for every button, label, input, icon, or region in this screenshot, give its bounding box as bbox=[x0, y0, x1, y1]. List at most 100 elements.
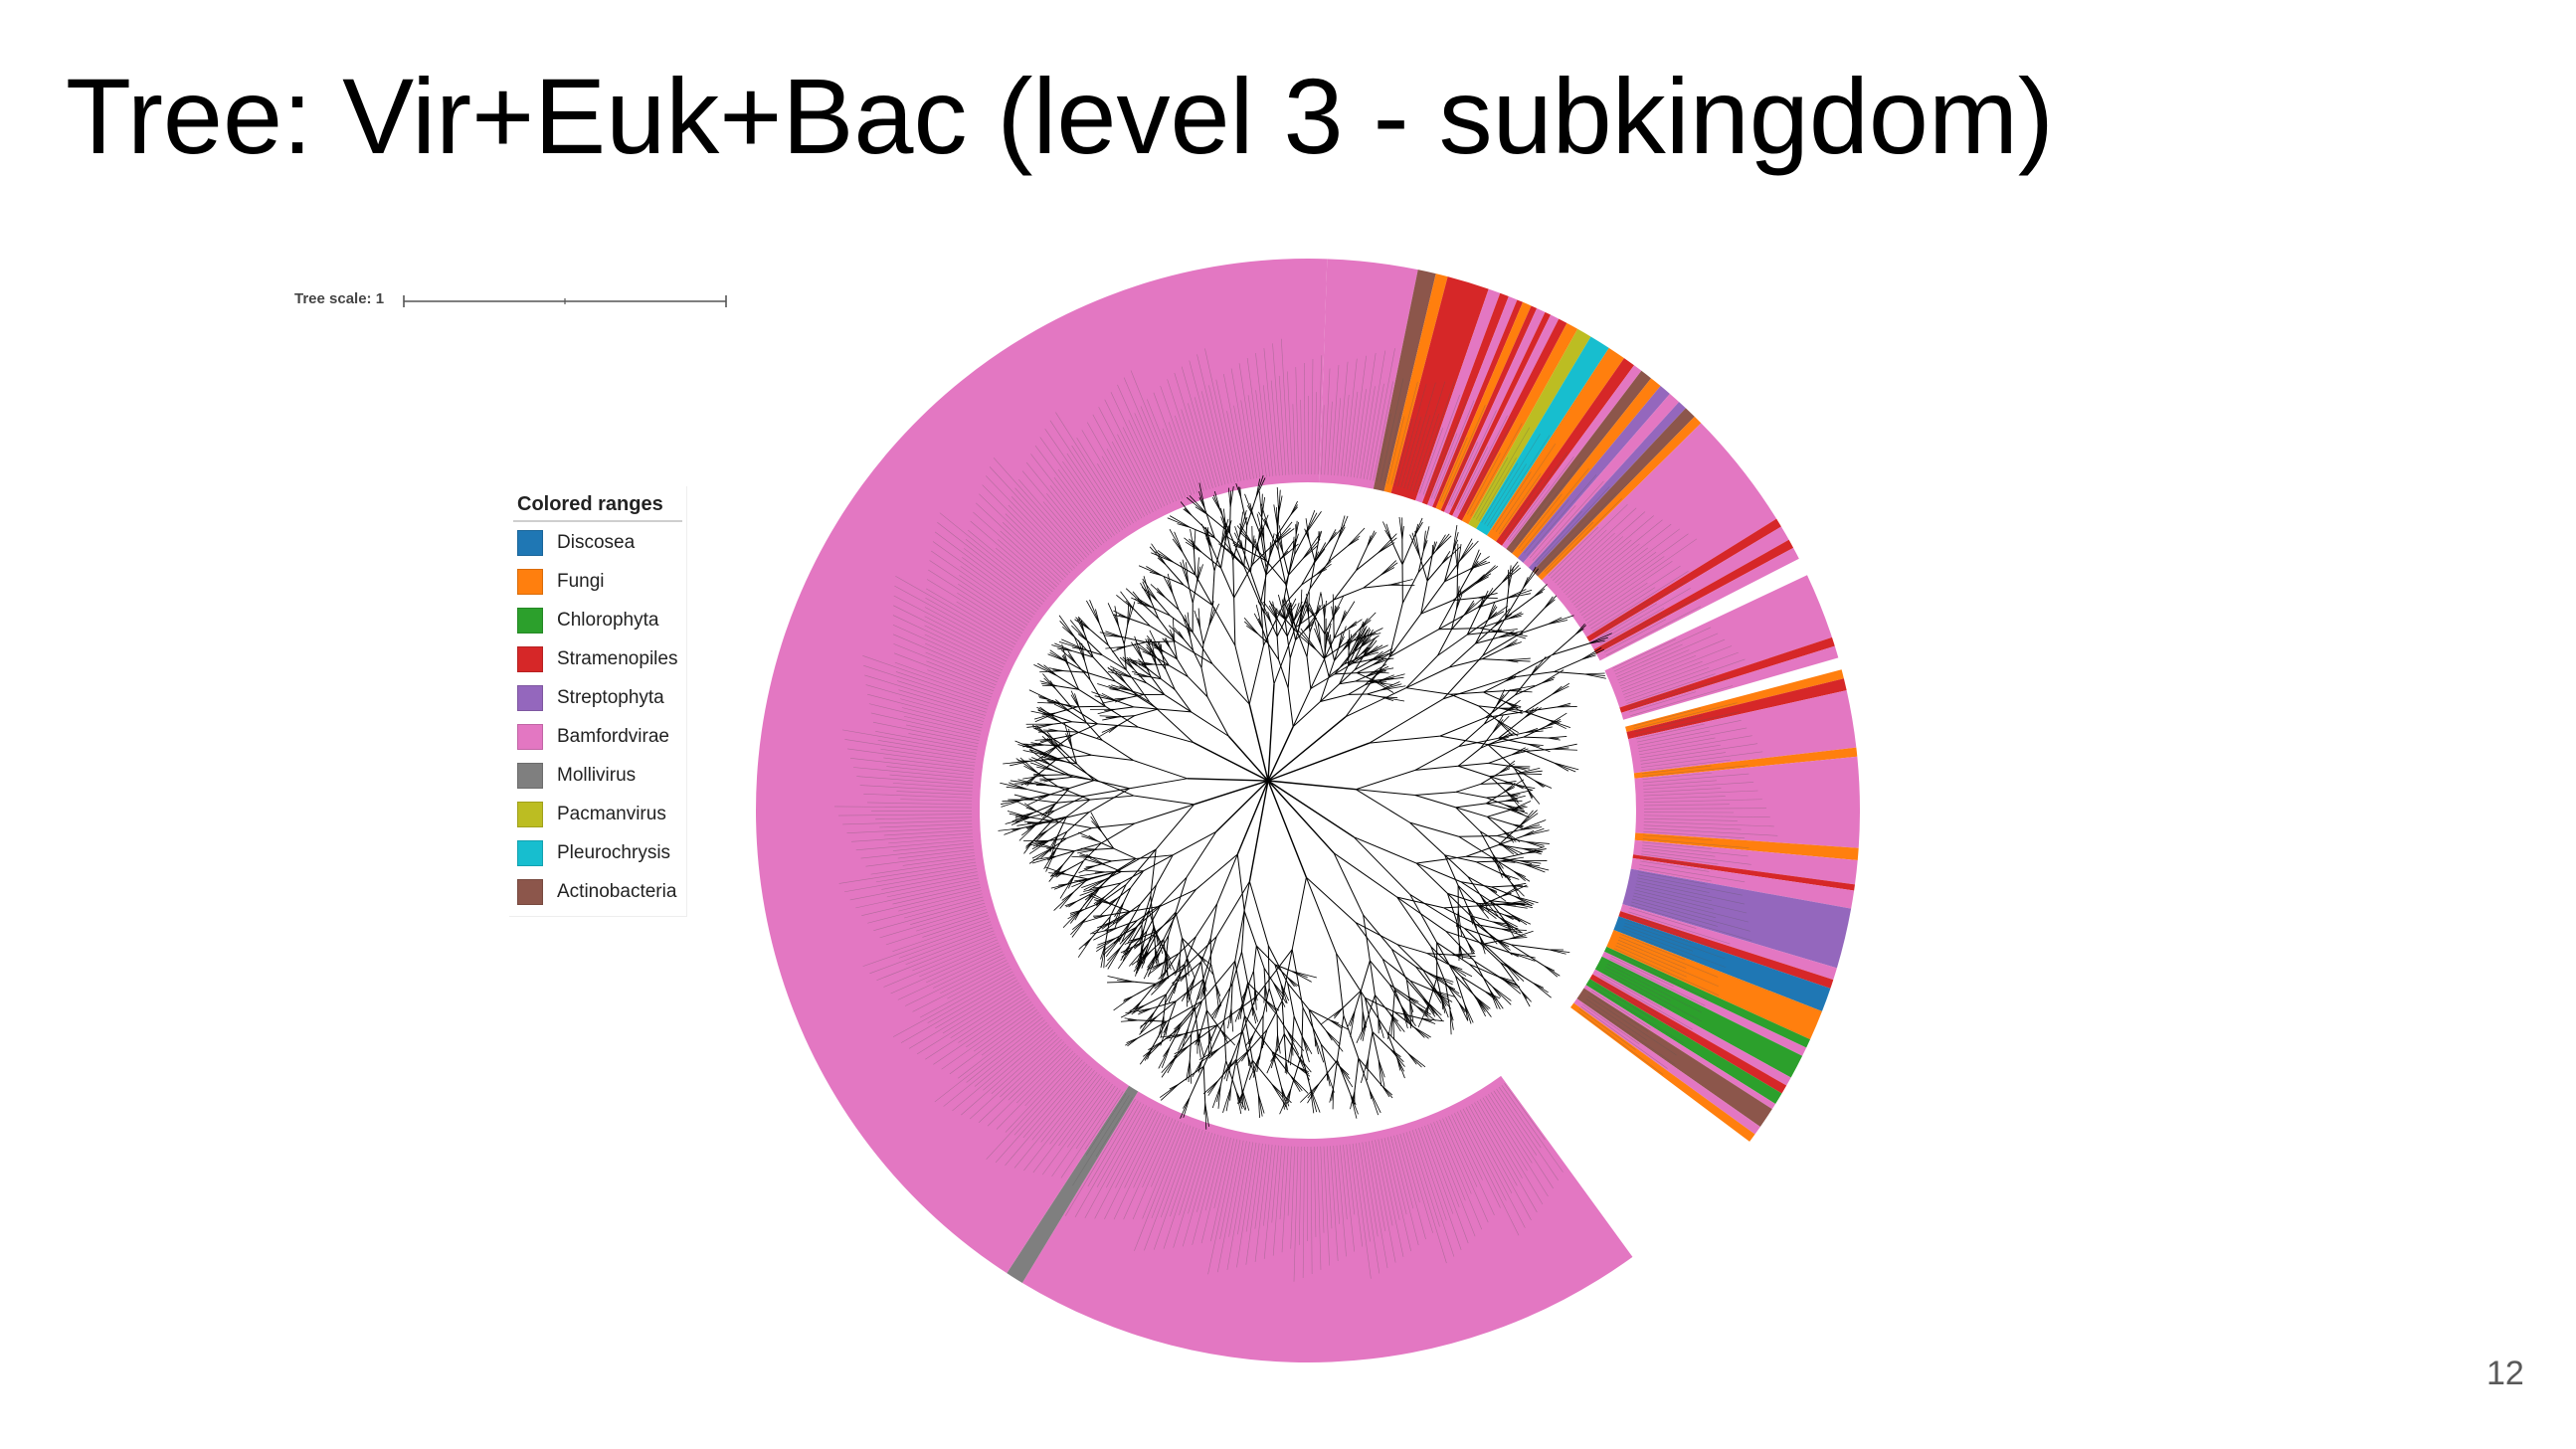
tree-branch bbox=[1119, 673, 1127, 684]
tree-branch bbox=[1274, 527, 1291, 544]
tree-branch bbox=[1439, 716, 1487, 737]
leaf-label bbox=[1565, 539, 1632, 596]
leaf-label bbox=[869, 927, 994, 975]
tree-branch bbox=[1192, 632, 1213, 664]
tree-branch bbox=[1248, 881, 1269, 946]
tree-branch bbox=[1146, 927, 1155, 951]
tree-branch bbox=[1104, 882, 1122, 888]
tree-branch bbox=[1328, 663, 1346, 677]
tree-branch bbox=[1164, 693, 1192, 713]
leaf-label bbox=[1577, 1010, 1664, 1075]
leaf-label bbox=[1370, 348, 1395, 480]
tree-branch bbox=[1480, 732, 1493, 749]
tree-branch bbox=[1202, 1066, 1206, 1104]
leaf-label bbox=[1106, 449, 1146, 517]
tree-branch bbox=[1088, 788, 1130, 814]
leaf-label bbox=[895, 575, 1016, 645]
tree-branch bbox=[1176, 1033, 1193, 1056]
legend-swatch bbox=[517, 685, 543, 711]
tree-branch bbox=[1426, 953, 1449, 965]
legend-item-fungi: Fungi bbox=[517, 567, 605, 597]
tree-branch bbox=[1086, 640, 1103, 656]
tree-branch bbox=[1379, 673, 1405, 682]
tree-branch bbox=[1434, 533, 1450, 552]
tree-branch bbox=[1102, 654, 1127, 670]
leaf-label bbox=[1287, 1146, 1292, 1216]
tree-branch bbox=[1092, 915, 1107, 917]
leaf-label bbox=[1631, 901, 1718, 927]
leaf-label bbox=[1617, 649, 1690, 681]
tree-branch bbox=[1260, 536, 1267, 568]
leaf-label bbox=[1643, 782, 1754, 790]
tree-branch bbox=[1329, 1088, 1334, 1103]
tree-branch bbox=[1047, 815, 1067, 831]
tree-branch bbox=[1366, 995, 1376, 1022]
tree-branch bbox=[1062, 850, 1075, 865]
tree-branch bbox=[1182, 559, 1190, 585]
tree-branch bbox=[1457, 885, 1468, 907]
tree-branch bbox=[1307, 1083, 1320, 1104]
tree-branch bbox=[1072, 723, 1098, 736]
leaf-label bbox=[859, 785, 973, 793]
tree-branch bbox=[1174, 689, 1193, 713]
tree-branch bbox=[1276, 505, 1280, 526]
tree-branch bbox=[1509, 952, 1536, 959]
tree-branch bbox=[1046, 699, 1058, 704]
leaf-label bbox=[872, 721, 979, 745]
tree-branch bbox=[1365, 669, 1386, 677]
leaf-label bbox=[1104, 1111, 1159, 1220]
tree-branch bbox=[1107, 946, 1122, 962]
tree-branch bbox=[1250, 572, 1262, 603]
tree-branch bbox=[1458, 1001, 1469, 1021]
tree-branch bbox=[1157, 911, 1177, 933]
tree-branch bbox=[1266, 1052, 1277, 1074]
tree-branch bbox=[1160, 1022, 1170, 1046]
tree-branch bbox=[1076, 891, 1094, 902]
leaf-label bbox=[1532, 480, 1604, 561]
tree-branch bbox=[1175, 640, 1213, 664]
leaf-label bbox=[1482, 1097, 1528, 1172]
tree-branch bbox=[1405, 995, 1416, 1004]
tree-branch bbox=[1396, 896, 1444, 909]
leaf-label bbox=[1134, 1123, 1186, 1251]
range-segment-pleurochrysis bbox=[1476, 336, 1609, 536]
tree-branch bbox=[1402, 1009, 1408, 1029]
tree-branch bbox=[1078, 937, 1092, 950]
tree-branch bbox=[1498, 835, 1524, 846]
leaf-label bbox=[1014, 487, 1082, 562]
tree-branch bbox=[1464, 928, 1502, 964]
tree-branch bbox=[1283, 1033, 1287, 1061]
tree-branch bbox=[1254, 988, 1257, 1010]
leaf-label bbox=[1603, 969, 1702, 1022]
leaf-label bbox=[1015, 1048, 1071, 1104]
leaf-label bbox=[1489, 435, 1551, 528]
leaf-label bbox=[883, 757, 975, 770]
tree-branch bbox=[1353, 836, 1411, 895]
leaf-label bbox=[1585, 998, 1648, 1041]
tree-branch bbox=[1091, 754, 1134, 762]
leaf-label bbox=[1630, 685, 1734, 716]
tree-branch bbox=[1198, 482, 1205, 509]
tree-branch bbox=[1308, 603, 1317, 620]
tree-branch bbox=[1378, 1059, 1382, 1087]
leaf-label bbox=[1240, 400, 1254, 479]
leaf-label bbox=[1643, 817, 1738, 821]
leaf-label bbox=[1111, 441, 1151, 514]
tree-branch bbox=[1452, 539, 1459, 552]
leaf-label bbox=[876, 933, 996, 982]
leaf-label bbox=[1040, 1072, 1098, 1143]
leaf-label bbox=[1192, 1135, 1222, 1245]
tree-branch bbox=[1083, 633, 1094, 657]
leaf-label bbox=[1327, 401, 1333, 475]
tree-branch bbox=[1381, 959, 1395, 991]
tree-branch bbox=[1103, 915, 1126, 932]
tree-branch bbox=[1049, 649, 1066, 662]
tree-branch bbox=[1379, 676, 1404, 682]
tree-branch bbox=[1297, 633, 1308, 657]
tree-branch bbox=[1048, 667, 1064, 671]
tree-branch bbox=[1105, 631, 1123, 637]
leaf-label bbox=[1085, 1093, 1127, 1156]
tree-branch bbox=[1554, 762, 1579, 771]
leaf-label bbox=[973, 511, 1057, 588]
tree-branch bbox=[1220, 525, 1225, 546]
